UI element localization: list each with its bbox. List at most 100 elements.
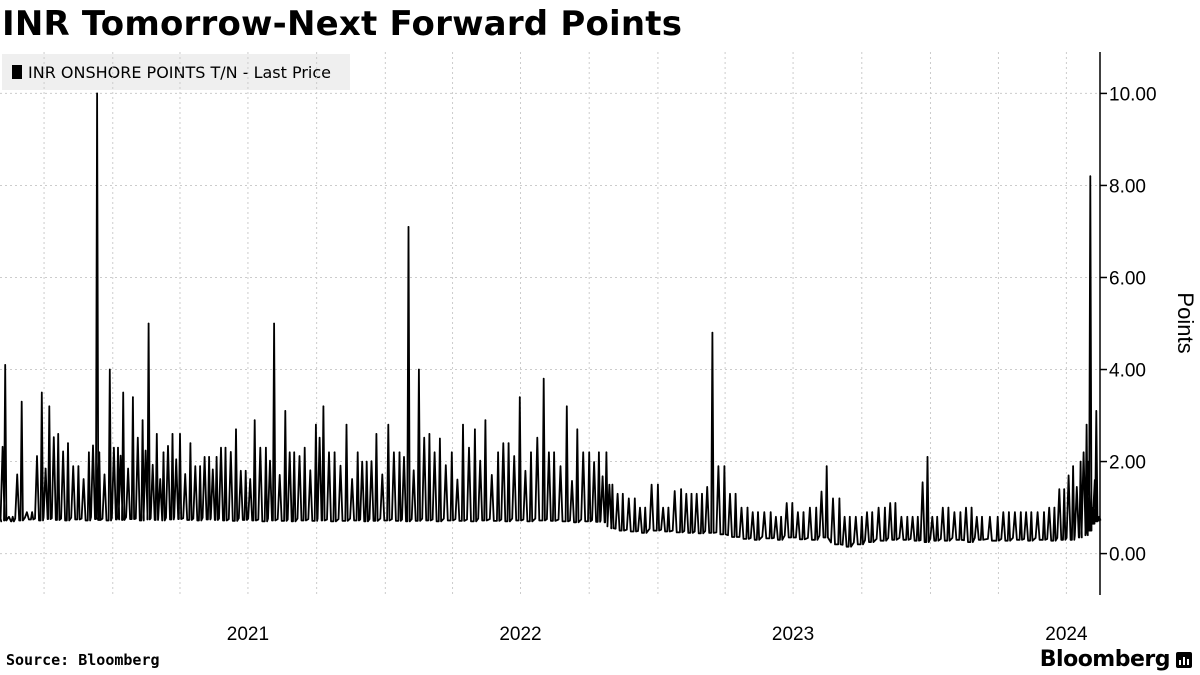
data-point [356, 451, 359, 454]
data-point [690, 492, 693, 495]
data-point [1098, 515, 1101, 518]
data-point [11, 515, 14, 518]
data-point [387, 423, 390, 426]
data-point [189, 442, 192, 444]
data-point [0, 515, 1, 518]
data-point [622, 492, 624, 495]
data-point [701, 492, 703, 495]
data-point [315, 423, 317, 426]
data-point [566, 405, 568, 408]
y-tick-label: 4.00 [1109, 361, 1146, 382]
bloomberg-terminal-icon [1176, 651, 1192, 668]
data-point [333, 451, 336, 454]
data-point [117, 446, 119, 449]
data-point [179, 433, 181, 435]
data-point [588, 451, 591, 454]
data-point [553, 451, 555, 454]
data-point [884, 506, 886, 509]
data-point [273, 322, 275, 325]
data-point [474, 428, 476, 431]
data-point [680, 488, 682, 490]
data-point [1089, 175, 1092, 178]
source-note: Source: Bloomberg [6, 651, 160, 669]
data-point [418, 368, 420, 371]
legend-swatch [12, 65, 22, 79]
x-tick-label: 2024 [1045, 624, 1088, 645]
data-point [633, 497, 636, 500]
data-point [48, 405, 51, 408]
data-point [530, 451, 532, 454]
data-point [947, 506, 950, 509]
data-point [122, 391, 125, 394]
data-point [132, 396, 134, 398]
data-point [769, 511, 772, 513]
data-point [746, 506, 749, 509]
data-point [265, 446, 267, 449]
data-point [667, 506, 670, 509]
data-point [428, 433, 431, 435]
data-point [936, 515, 939, 518]
data-point [253, 419, 256, 421]
data-point [1008, 511, 1010, 513]
data-point [162, 451, 165, 454]
data-point [375, 433, 378, 435]
y-tick-label: 2.00 [1109, 453, 1146, 474]
data-point [894, 502, 897, 504]
data-point [815, 506, 818, 509]
data-point [20, 400, 23, 403]
data-point [871, 511, 874, 513]
data-point [576, 428, 579, 431]
data-point [497, 451, 499, 454]
data-point [208, 456, 210, 458]
data-point [657, 483, 659, 486]
data-point [1030, 511, 1033, 513]
data-point [4, 364, 7, 366]
data-point [67, 442, 69, 444]
y-axis-title: Points [1173, 292, 1198, 353]
data-point [96, 92, 98, 95]
data-point [644, 506, 647, 509]
data-point [916, 515, 919, 518]
data-point [802, 511, 805, 513]
y-tick-label: 6.00 [1109, 268, 1146, 289]
data-point [215, 456, 218, 458]
x-tick-label: 2021 [227, 624, 269, 645]
data-point [439, 437, 441, 440]
data-point [734, 492, 737, 495]
data-point [450, 451, 453, 454]
data-point [57, 433, 60, 435]
data-point [108, 368, 111, 371]
data-point [1043, 511, 1045, 513]
data-point [398, 451, 401, 454]
data-point [838, 497, 841, 500]
data-point [1085, 423, 1088, 426]
data-point [518, 396, 521, 398]
data-point [322, 405, 325, 408]
data-point [723, 465, 726, 467]
data-point [507, 442, 510, 444]
data-point [224, 446, 227, 449]
data-point [244, 469, 247, 472]
data-point [791, 502, 794, 504]
data-point [484, 419, 487, 421]
data-point [141, 419, 144, 421]
data-point [849, 515, 851, 518]
data-point [1095, 410, 1098, 412]
data-point [598, 451, 600, 454]
data-point [1053, 506, 1056, 509]
data-point [981, 515, 983, 518]
data-point [156, 433, 158, 435]
data-point [31, 511, 33, 513]
data-point [926, 456, 929, 458]
y-tick-label: 10.00 [1109, 84, 1157, 105]
y-tick-label: 8.00 [1109, 176, 1146, 197]
data-point [41, 391, 43, 394]
data-point [711, 331, 714, 334]
y-tick-label: 0.00 [1109, 545, 1146, 566]
data-point [365, 460, 368, 463]
data-point [284, 410, 287, 412]
series-line [0, 92, 1102, 548]
x-tick-label: 2022 [499, 624, 541, 645]
data-point [462, 423, 464, 426]
